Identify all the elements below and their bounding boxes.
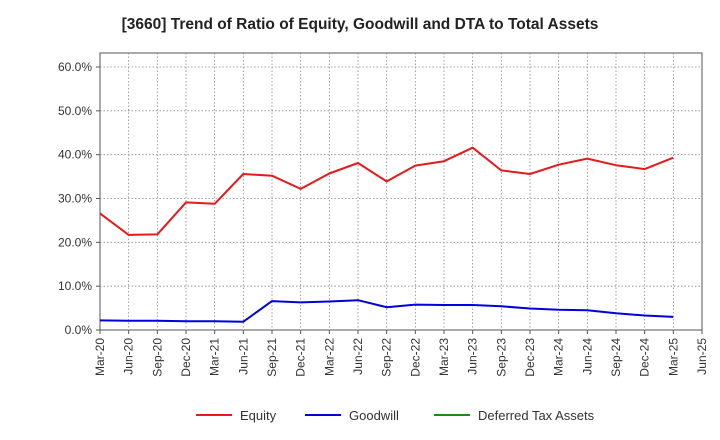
y-tick-label: 60.0% <box>58 60 92 74</box>
x-tick-label: Jun-24 <box>580 338 594 375</box>
x-tick-label: Mar-20 <box>93 338 107 376</box>
y-tick-label: 0.0% <box>65 323 93 337</box>
x-tick-label: Jun-20 <box>122 338 136 375</box>
x-tick-label: Sep-24 <box>609 338 623 377</box>
x-tick-label: Jun-23 <box>466 338 480 375</box>
series-line-equity <box>99 146 674 236</box>
y-tick-label: 10.0% <box>58 279 92 293</box>
x-tick-label: Sep-22 <box>380 338 394 377</box>
legend-label: Goodwill <box>349 408 399 423</box>
x-tick-label: Mar-23 <box>437 338 451 376</box>
y-tick-label: 40.0% <box>58 148 92 162</box>
x-tick-label: Dec-22 <box>408 338 422 377</box>
x-tick-label: Dec-21 <box>294 338 308 377</box>
x-tick-label: Jun-25 <box>695 338 709 375</box>
x-tick-label: Mar-22 <box>322 338 336 376</box>
y-tick-label: 30.0% <box>58 192 92 206</box>
x-tick-label: Dec-20 <box>179 338 193 377</box>
series-line-goodwill <box>99 299 674 323</box>
x-tick-label: Jun-21 <box>236 338 250 375</box>
legend-label: Equity <box>240 408 277 423</box>
plot-area <box>99 52 703 331</box>
x-tick-label: Jun-22 <box>351 338 365 375</box>
x-tick-label: Sep-23 <box>494 338 508 377</box>
chart-title: [3660] Trend of Ratio of Equity, Goodwil… <box>121 16 599 33</box>
x-tick-label: Sep-20 <box>150 338 164 377</box>
x-tick-label: Sep-21 <box>265 338 279 377</box>
x-tick-label: Dec-23 <box>523 338 537 377</box>
y-tick-label: 20.0% <box>58 235 92 249</box>
legend-label: Deferred Tax Assets <box>478 408 595 423</box>
y-tick-label: 50.0% <box>58 104 92 118</box>
x-tick-label: Mar-21 <box>208 338 222 376</box>
x-tick-label: Dec-24 <box>638 338 652 377</box>
x-tick-label: Mar-24 <box>552 338 566 376</box>
x-tick-label: Mar-25 <box>666 338 680 376</box>
